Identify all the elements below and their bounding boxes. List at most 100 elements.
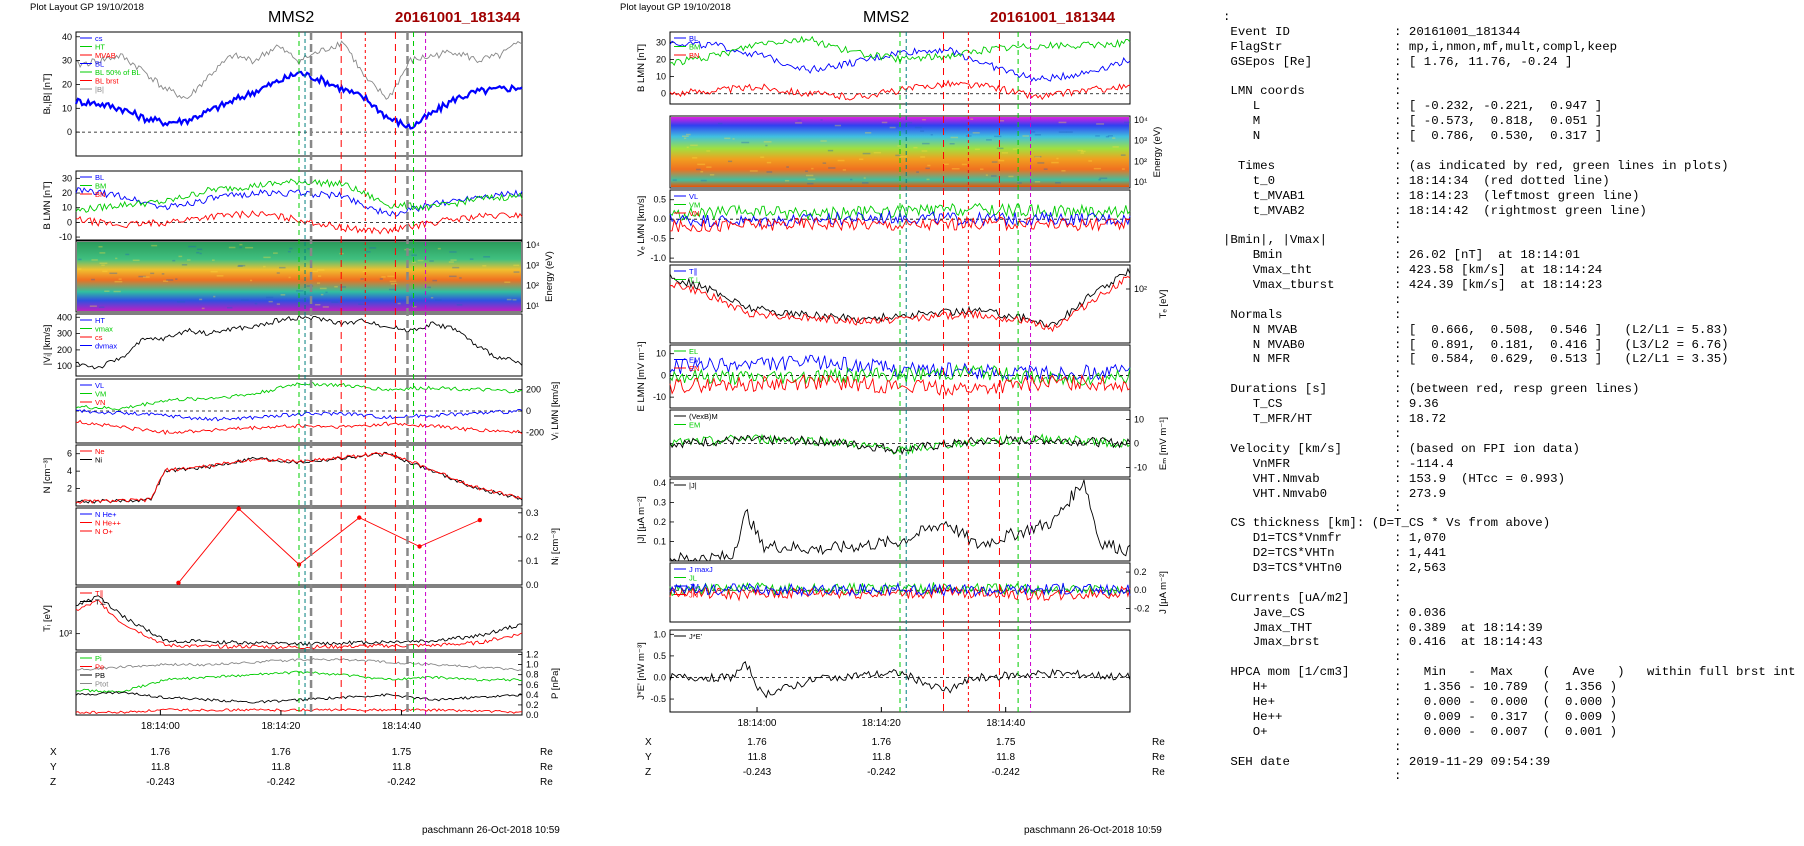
spectrogram-texture <box>709 174 715 176</box>
y-tick-label: -0.5 <box>650 694 666 704</box>
summary-line: : <box>1223 218 1402 233</box>
y-tick-label: 0.1 <box>653 536 666 546</box>
spectrogram-texture <box>842 169 846 171</box>
summary-line: Currents [uA/m2] : <box>1223 590 1402 605</box>
coord-unit: Re <box>540 747 553 758</box>
spectrogram-texture <box>78 258 82 261</box>
y-tick-label: 0.2 <box>526 532 539 542</box>
series-line-BLMN-BM <box>75 178 523 213</box>
spectrogram-texture <box>834 124 841 127</box>
spectrogram-texture <box>970 118 974 120</box>
y-tick-label: 40 <box>62 32 72 42</box>
spectrogram-texture <box>237 265 243 267</box>
spectrogram-texture <box>379 278 383 280</box>
y-tick-label: 300 <box>57 329 72 339</box>
y-tick-label: 10 <box>62 103 72 113</box>
left-figure-canvas: Plot Layout GP 19/10/2018 MMS2 20161001_18… <box>30 2 561 836</box>
spectrogram-texture <box>306 285 314 287</box>
spectrogram-texture <box>325 291 328 294</box>
y-tick-label: -10 <box>59 232 72 242</box>
legend-label-JN: JN <box>689 591 698 600</box>
spectrogram-texture <box>728 160 733 163</box>
spectrogram-texture <box>250 279 253 282</box>
legend-label-VN: VN <box>689 209 699 218</box>
summary-line: : <box>1223 10 1231 24</box>
spectrogram-texture <box>686 133 691 136</box>
spectrogram-tick-label: 10⁴ <box>526 240 540 250</box>
x-tick-label: 18:14:20 <box>261 721 300 732</box>
y-tick-label: 1.2 <box>526 650 539 660</box>
spectrogram-texture <box>1035 156 1041 158</box>
coord-value: 1.76 <box>271 747 291 758</box>
spectrogram-texture <box>201 307 205 310</box>
series-line-Ni-N_He__ <box>178 508 480 584</box>
spectrogram-texture <box>435 299 442 301</box>
y-tick-label: 10 <box>656 349 666 359</box>
spectrogram-texture <box>276 303 281 305</box>
y-tick-label: 0.0 <box>526 710 539 720</box>
y-tick-label: 0 <box>526 406 531 416</box>
y-tick-label: -1.0 <box>650 253 666 263</box>
summary-line: VHT.Nmvab0 : 273.9 <box>1223 486 1447 501</box>
spectrogram-texture <box>717 122 723 125</box>
legend-label-T_: T∥ <box>689 267 697 276</box>
spectrogram-texture <box>1008 175 1014 178</box>
spectrogram-texture <box>449 251 457 253</box>
y-axis-label-BLMN: B LMN [nT] <box>42 181 53 229</box>
coord-value: 11.8 <box>272 762 291 773</box>
spectrogram-texture <box>276 272 280 274</box>
spectrogram-texture <box>362 270 367 273</box>
summary-line: : <box>1223 292 1402 307</box>
legend-label-Ptot: Ptot <box>95 680 109 689</box>
y-axis-label-B: Bₗ,|B| [nT] <box>42 74 53 115</box>
spectrogram-texture <box>99 252 106 254</box>
coord-value: 1.76 <box>151 747 171 758</box>
spectrogram-texture <box>1055 182 1061 184</box>
y-tick-label: 20 <box>62 79 72 89</box>
spectrogram-texture <box>397 302 401 305</box>
legend-label-J_E_: J*E' <box>689 632 703 641</box>
summary-line: t_MVAB1 : 18:14:23 (leftmost green line) <box>1223 188 1640 203</box>
spectrogram-texture <box>390 283 398 285</box>
summary-line: T_CS : 9.36 <box>1223 397 1439 412</box>
spectrogram-texture <box>865 132 872 134</box>
summary-line: : <box>1223 769 1402 784</box>
spectrogram-texture <box>369 247 377 249</box>
spectrogram-texture <box>998 119 1005 122</box>
y-tick-label: 0.6 <box>526 680 539 690</box>
spectrogram-texture <box>365 251 371 253</box>
left-figure: Plot Layout GP 19/10/2018 MMS2 20161001_18… <box>0 0 600 841</box>
spectrogram-texture <box>920 156 926 158</box>
spectrogram-texture <box>1043 168 1048 170</box>
summary-line: Jmax_brst : 0.416 at 18:14:43 <box>1223 635 1543 650</box>
summary-line: : <box>1223 426 1402 441</box>
spectrogram-texture <box>807 178 816 180</box>
spectrogram-texture <box>1031 131 1036 133</box>
spectrogram-texture <box>340 286 346 288</box>
y-tick-label: 100 <box>57 361 72 371</box>
y-tick-label: 0 <box>67 217 72 227</box>
spectrogram-texture <box>98 245 103 248</box>
spectrogram-texture <box>331 301 339 303</box>
spectrogram-texture <box>914 126 922 129</box>
spectrogram-texture <box>922 142 930 145</box>
spectrogram-texture <box>1022 135 1029 137</box>
spectrogram-texture <box>178 255 183 258</box>
y-axis-label-VeLMN: Vₑ LMN [km/s] <box>636 196 647 257</box>
coord-value: 1.76 <box>747 737 767 748</box>
coord-label-X: X <box>645 737 652 748</box>
spectrogram-tick-label: 10² <box>1134 156 1147 166</box>
y-tick-label: 30 <box>656 37 666 47</box>
y-tick-label: 0.0 <box>653 214 666 224</box>
spectrogram-texture <box>104 290 110 293</box>
y-tick-label: 0.5 <box>653 651 666 661</box>
spectrogram-texture <box>682 135 689 138</box>
spectrogram-texture <box>1034 180 1041 183</box>
spectrogram-texture <box>922 118 926 121</box>
spectrogram-texture <box>196 248 203 251</box>
spectrogram-texture <box>873 151 882 154</box>
spectrogram-texture <box>212 259 215 261</box>
spectrogram-texture <box>210 270 218 273</box>
spectrogram-texture <box>412 261 416 263</box>
spectrogram-texture <box>950 136 959 139</box>
